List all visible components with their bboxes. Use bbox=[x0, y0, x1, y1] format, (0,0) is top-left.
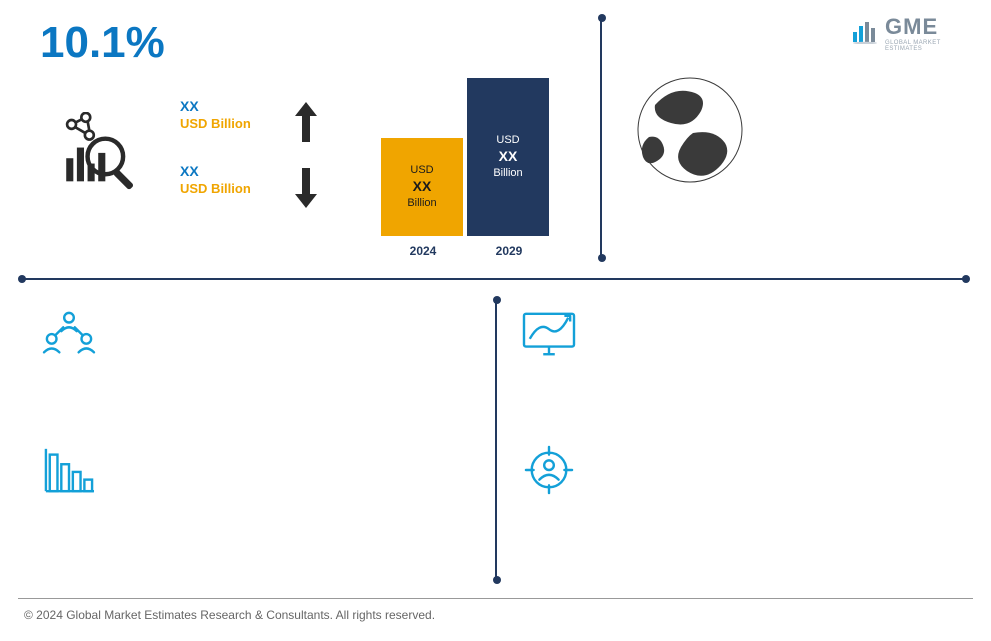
monitor-trend-icon bbox=[520, 310, 578, 360]
analytics-magnifier-icon bbox=[55, 112, 145, 192]
globe-icon bbox=[635, 75, 745, 185]
bars-declining-icon bbox=[40, 445, 98, 495]
bar-2029-value: XX bbox=[493, 148, 522, 166]
logo-bars-icon bbox=[851, 16, 879, 44]
arrow-up-icon bbox=[295, 102, 317, 142]
gme-logo: GME GLOBAL MARKET ESTIMATES bbox=[851, 12, 971, 52]
infographic-canvas: 10.1% GME GLOBAL MARKET ESTIMATES bbox=[0, 0, 991, 641]
target-person-icon bbox=[520, 445, 578, 495]
bar-year-2024: 2024 bbox=[382, 244, 464, 258]
divider-horizontal-mid bbox=[22, 278, 966, 280]
bar-2024-unit: Billion bbox=[407, 197, 436, 209]
bar-2029: USD XX Billion bbox=[467, 78, 549, 236]
bar-2029-currency: USD bbox=[496, 134, 519, 146]
logo-subtext: GLOBAL MARKET ESTIMATES bbox=[885, 40, 971, 52]
market-size-barchart: USD XX Billion USD XX Billion 2024 2029 bbox=[370, 78, 560, 258]
bar-2024: USD XX Billion bbox=[381, 138, 463, 236]
people-network-icon bbox=[40, 310, 98, 360]
copyright-text: © 2024 Global Market Estimates Research … bbox=[24, 608, 435, 622]
bar-2024-value: XX bbox=[407, 178, 436, 196]
divider-vertical-bottom bbox=[495, 300, 497, 580]
bar-2024-currency: USD bbox=[410, 164, 433, 176]
logo-text: GME bbox=[885, 14, 938, 40]
bar-2029-unit: Billion bbox=[493, 167, 522, 179]
bar-year-2029: 2029 bbox=[468, 244, 550, 258]
arrow-down-icon bbox=[295, 168, 317, 208]
cagr-headline: 10.1% bbox=[40, 18, 165, 68]
divider-vertical-top bbox=[600, 18, 602, 258]
footer-rule bbox=[18, 598, 973, 599]
